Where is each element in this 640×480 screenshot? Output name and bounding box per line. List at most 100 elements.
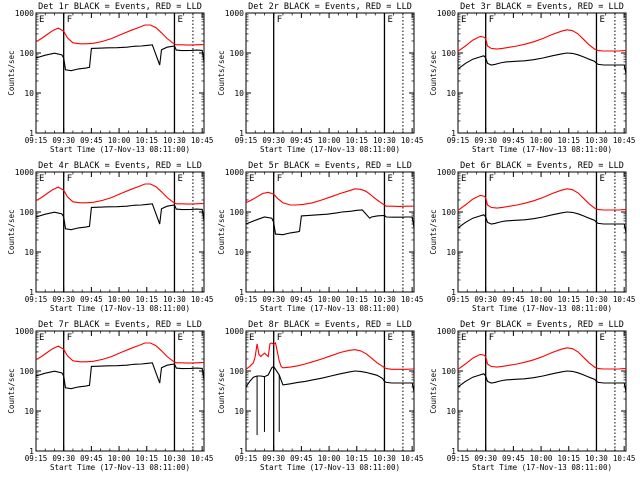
marker-label: E <box>599 174 604 184</box>
x-tick-label: 10:00 <box>318 454 341 463</box>
x-tick-label: 10:45 <box>613 136 636 145</box>
plot-frame <box>35 171 205 293</box>
y-tick-label: 1 <box>239 129 244 138</box>
y-tick-label: 1 <box>29 447 34 456</box>
y-tick-label: 1 <box>451 288 456 297</box>
start-marker-label: E <box>39 333 44 343</box>
y-tick-label: 1000 <box>225 168 244 177</box>
x-tick-label: 09:15 <box>447 136 470 145</box>
x-axis-label: Start Time (17-Nov-13 08:11:00) <box>260 145 400 154</box>
x-tick-label: 10:15 <box>345 295 368 304</box>
x-tick-label: 10:45 <box>191 136 214 145</box>
x-axis-label: Start Time (17-Nov-13 08:11:00) <box>50 145 190 154</box>
y-tick-label: 10 <box>234 407 244 416</box>
y-tick-label: 10 <box>234 248 244 257</box>
x-tick-label: 10:15 <box>557 454 580 463</box>
x-tick-label: 10:30 <box>585 136 608 145</box>
x-tick-label: 10:30 <box>163 136 186 145</box>
y-tick-label: 1000 <box>225 9 244 18</box>
start-marker-label: E <box>461 174 466 184</box>
series-line-events <box>457 370 627 393</box>
marker-label: F <box>489 333 494 343</box>
y-tick-label: 1000 <box>225 327 244 336</box>
y-tick-label: 1000 <box>15 9 34 18</box>
x-tick-label: 10:45 <box>191 454 214 463</box>
x-tick-label: 10:45 <box>191 295 214 304</box>
marker-label: F <box>489 174 494 184</box>
start-marker-label: E <box>39 174 44 184</box>
panel-title: Det 2r BLACK = Events, RED = LLD <box>248 2 412 12</box>
x-tick-label: 09:30 <box>474 295 497 304</box>
x-tick-label: 10:00 <box>530 295 553 304</box>
x-tick-label: 09:30 <box>52 295 75 304</box>
x-tick-label: 09:45 <box>80 295 103 304</box>
x-tick-label: 10:15 <box>345 454 368 463</box>
y-axis-label: Counts/sec <box>217 209 226 254</box>
x-tick-label: 09:30 <box>262 454 285 463</box>
x-tick-label: 10:30 <box>373 136 396 145</box>
plot-frame <box>457 171 627 293</box>
y-tick-label: 1 <box>239 288 244 297</box>
x-tick-label: 10:15 <box>557 295 580 304</box>
x-tick-label: 09:45 <box>290 136 313 145</box>
series-line-lld <box>35 183 204 205</box>
y-tick-label: 100 <box>442 208 457 217</box>
marker-label: F <box>277 174 282 184</box>
start-marker-label: E <box>461 333 466 343</box>
x-tick-label: 09:45 <box>290 295 313 304</box>
panel-det6r: Det 6r BLACK = Events, RED = LLD 1 10 100 10… <box>429 161 635 313</box>
x-tick-label: 09:30 <box>52 136 75 145</box>
marker-label: F <box>489 15 494 25</box>
marker-label: F <box>277 15 282 25</box>
panel-title: Det 4r BLACK = Events, RED = LLD <box>38 161 202 171</box>
y-tick-label: 100 <box>20 367 35 376</box>
y-tick-label: 100 <box>442 367 457 376</box>
plot-frame <box>245 330 415 452</box>
x-tick-label: 09:30 <box>262 136 285 145</box>
series-line-lld <box>35 342 204 364</box>
plot-frame <box>457 12 627 134</box>
y-tick-label: 100 <box>230 49 245 58</box>
x-tick-label: 09:15 <box>25 454 48 463</box>
x-tick-label: 09:15 <box>235 454 258 463</box>
x-axis-label: Start Time (17-Nov-13 08:11:00) <box>472 304 612 313</box>
series-line-lld <box>245 188 414 207</box>
x-tick-label: 10:00 <box>318 295 341 304</box>
x-tick-label: 09:45 <box>290 454 313 463</box>
y-axis-label: Counts/sec <box>7 209 16 254</box>
y-tick-label: 1 <box>451 447 456 456</box>
marker-label: E <box>387 15 392 25</box>
series-line-events <box>35 44 205 72</box>
series-line-lld <box>457 29 626 52</box>
y-axis-label: Counts/sec <box>217 368 226 413</box>
x-axis-label: Start Time (17-Nov-13 08:11:00) <box>50 304 190 313</box>
y-tick-label: 100 <box>20 208 35 217</box>
x-tick-label: 10:00 <box>108 454 131 463</box>
start-marker-label: E <box>249 333 254 343</box>
panel-title: Det 8r BLACK = Events, RED = LLD <box>248 320 412 330</box>
x-axis-label: Start Time (17-Nov-13 08:11:00) <box>472 145 612 154</box>
marker-label: E <box>599 333 604 343</box>
y-axis-label: Counts/sec <box>217 50 226 95</box>
marker-label: F <box>277 333 282 343</box>
y-tick-label: 10 <box>234 89 244 98</box>
series-line-events <box>457 211 627 234</box>
marker-label: E <box>177 333 182 343</box>
x-tick-label: 10:30 <box>373 295 396 304</box>
y-tick-label: 1 <box>29 129 34 138</box>
marker-label: E <box>387 174 392 184</box>
y-tick-label: 10 <box>446 407 456 416</box>
x-tick-label: 10:15 <box>135 295 158 304</box>
x-tick-label: 10:30 <box>163 454 186 463</box>
x-axis-label: Start Time (17-Nov-13 08:11:00) <box>260 304 400 313</box>
x-axis-label: Start Time (17-Nov-13 08:11:00) <box>260 463 400 472</box>
y-tick-label: 1000 <box>15 168 34 177</box>
start-marker-label: E <box>461 15 466 25</box>
plot-frame <box>245 171 415 293</box>
x-tick-label: 10:45 <box>401 136 424 145</box>
y-tick-label: 100 <box>230 367 245 376</box>
x-tick-label: 09:45 <box>502 295 525 304</box>
x-tick-label: 09:30 <box>52 454 75 463</box>
plot-frame <box>457 330 627 452</box>
panel-det4r: Det 4r BLACK = Events, RED = LLD 1 10 100 10… <box>7 161 213 313</box>
